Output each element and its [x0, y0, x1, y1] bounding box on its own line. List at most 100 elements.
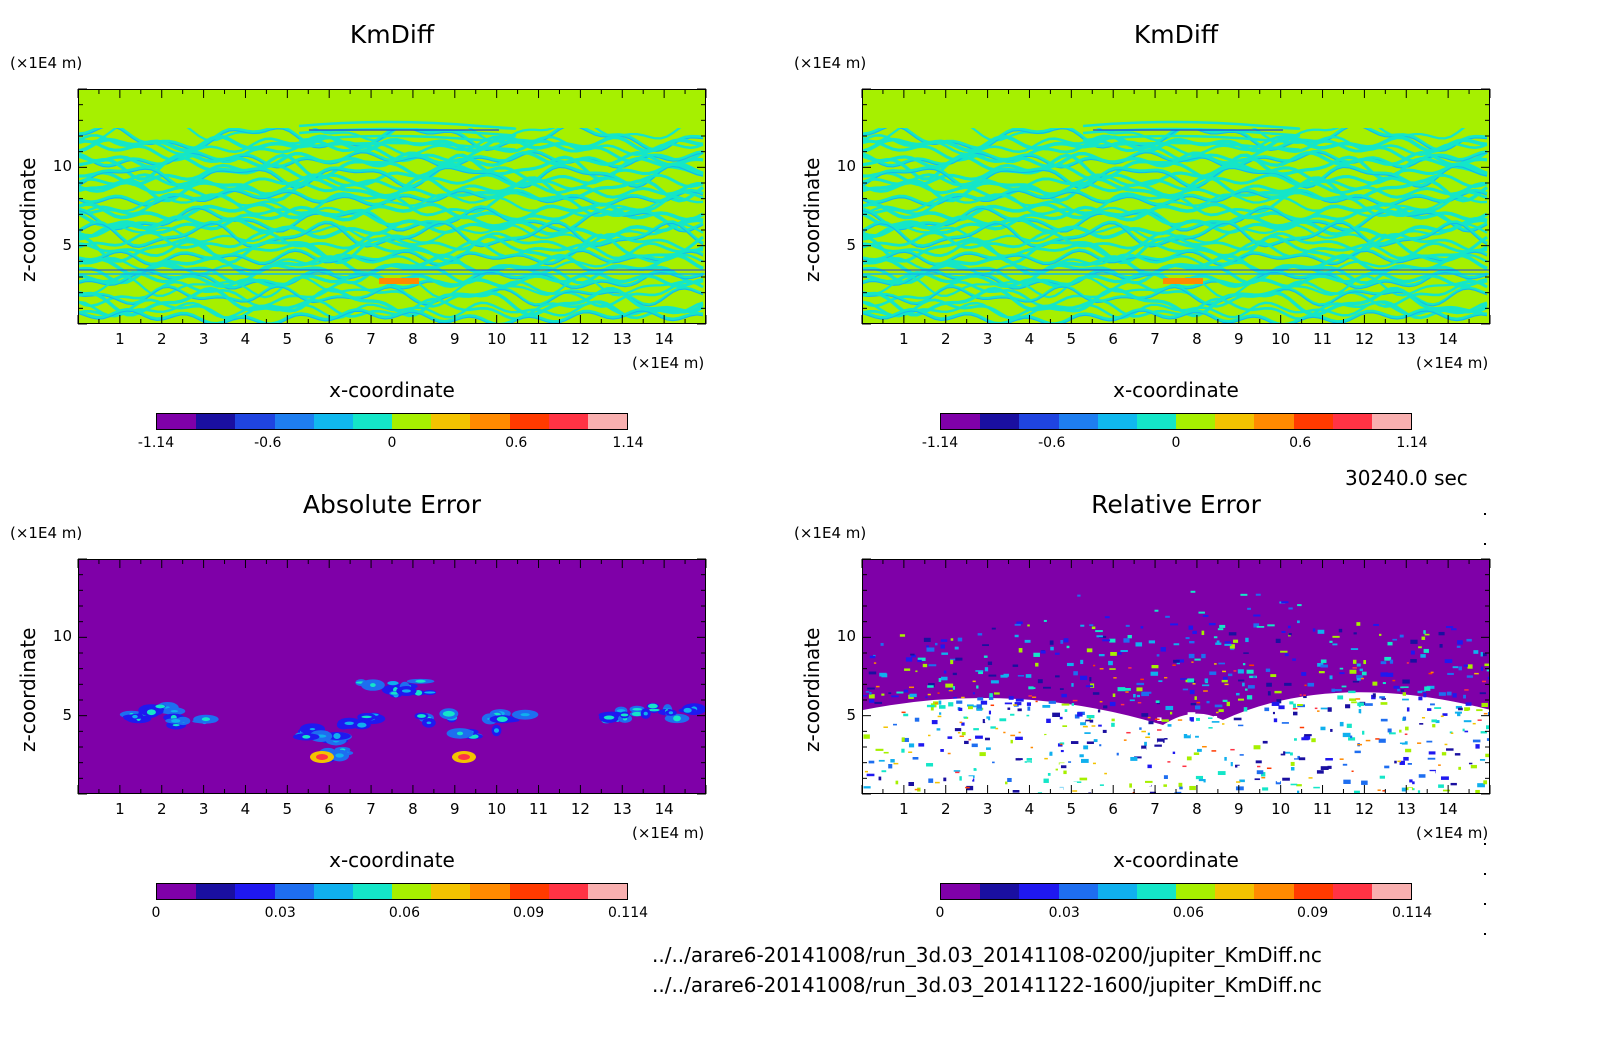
error-speckle [1266, 682, 1272, 687]
error-speckle [1382, 790, 1386, 792]
error-speckle [1229, 644, 1235, 649]
error-speckle [1208, 622, 1216, 626]
colorbar-swatch [196, 414, 236, 429]
error-speckle [950, 659, 954, 665]
error-speckle [928, 664, 937, 667]
colorbar-swatch [509, 414, 549, 429]
error-speckle [1397, 760, 1401, 763]
error-blob [493, 728, 500, 733]
error-speckle [1183, 765, 1192, 768]
error-speckle [1085, 685, 1094, 688]
error-speckle [1007, 777, 1012, 782]
error-speckle [1208, 727, 1213, 729]
error-speckle [1483, 780, 1488, 785]
error-speckle [1052, 712, 1061, 717]
error-speckle [1224, 641, 1231, 644]
colorbar-swatch [470, 884, 510, 899]
error-speckle [1434, 707, 1442, 709]
error-speckle [958, 789, 963, 793]
error-speckle [1183, 734, 1191, 739]
error-speckle [1355, 713, 1360, 718]
error-speckle [916, 754, 920, 759]
error-speckle [1228, 632, 1237, 636]
error-speckle [1356, 678, 1361, 681]
error-speckle [1141, 693, 1150, 697]
error-speckle [934, 642, 938, 646]
x-tick-label: 1 [899, 330, 909, 348]
error-speckle [990, 704, 995, 707]
y-tick-label: 10 [836, 157, 856, 176]
error-speckle [1343, 779, 1351, 784]
error-speckle [1351, 770, 1354, 773]
error-speckle [1116, 752, 1119, 756]
error-speckle [1298, 757, 1306, 761]
colorbar-swatch [1371, 414, 1412, 429]
error-speckle [1473, 777, 1477, 782]
error-speckle [1405, 726, 1409, 731]
error-speckle [1307, 746, 1312, 750]
y-axis-label: z-coordinate [16, 627, 40, 752]
colorbar-swatch [392, 414, 432, 429]
colorbar-tick-label: 0 [935, 905, 945, 921]
error-speckle [1150, 786, 1155, 791]
error-speckle [1391, 792, 1394, 793]
error-speckle [1255, 593, 1261, 596]
error-speckle [1196, 717, 1200, 721]
error-speckle [972, 680, 976, 683]
error-speckle [1264, 714, 1271, 717]
error-speckle [1465, 702, 1472, 706]
error-speckle [1063, 638, 1069, 643]
error-speckle [1468, 762, 1473, 765]
error-speckle [976, 704, 982, 709]
error-speckle [961, 696, 965, 699]
error-speckle [1055, 768, 1058, 771]
error-speckle [1299, 726, 1305, 729]
x-tick-label: 2 [156, 330, 167, 348]
marker-dot [1484, 903, 1486, 905]
error-speckle [1188, 625, 1194, 630]
error-speckle [1418, 646, 1422, 649]
error-speckle [940, 639, 948, 642]
error-speckle [1430, 671, 1434, 674]
error-blob [620, 713, 629, 717]
error-speckle [1304, 734, 1312, 737]
error-speckle [1446, 748, 1454, 751]
error-speckle [1236, 781, 1241, 783]
error-speckle [1484, 792, 1487, 793]
error-speckle [1377, 789, 1381, 791]
colorbar-swatch [352, 414, 393, 429]
error-speckle [988, 710, 992, 715]
error-speckle [1048, 700, 1056, 704]
error-speckle [1185, 637, 1190, 640]
error-speckle [1099, 700, 1103, 703]
error-speckle [966, 785, 974, 791]
error-speckle [1153, 747, 1159, 751]
error-speckle [1109, 701, 1116, 707]
error-speckle [1450, 785, 1459, 790]
error-speckle [1281, 722, 1289, 724]
x-tick-label: 7 [366, 330, 376, 348]
error-speckle [986, 716, 991, 721]
error-speckle [942, 773, 946, 779]
error-speckle [1030, 746, 1034, 749]
x-tick-label: 6 [1108, 330, 1118, 348]
error-speckle [1080, 722, 1088, 726]
contour-blob [1163, 278, 1203, 284]
error-speckle [1050, 646, 1054, 651]
error-speckle [1163, 775, 1168, 779]
colorbar-tick-label: 0.6 [505, 435, 528, 451]
colorbar-tick-label: 0.03 [264, 905, 296, 921]
error-speckle [1170, 746, 1173, 751]
y-unit-label: (×1E4 m) [794, 524, 867, 542]
error-speckle [979, 732, 986, 736]
error-speckle [1005, 750, 1008, 755]
x-tick-label: 12 [570, 330, 590, 348]
error-speckle [1082, 725, 1088, 728]
error-speckle [1212, 762, 1217, 767]
error-speckle [1437, 791, 1446, 793]
error-speckle [1402, 716, 1407, 721]
error-speckle [1409, 724, 1414, 728]
error-speckle [1044, 768, 1053, 771]
error-speckle [1151, 665, 1159, 669]
error-speckle [1424, 727, 1433, 731]
